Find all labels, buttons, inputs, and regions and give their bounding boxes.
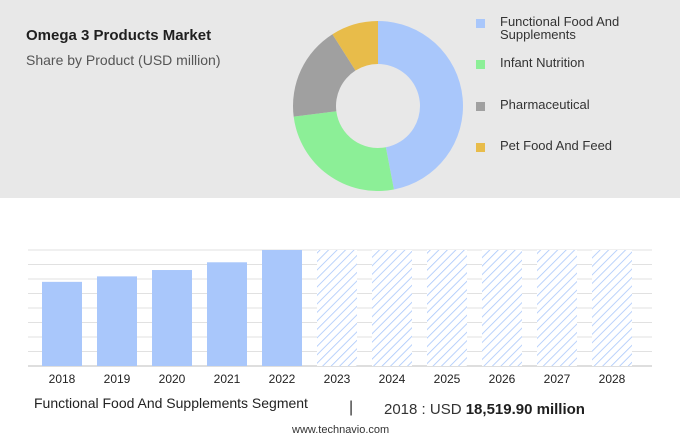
segment-stat: 2018 : USD 18,519.90 million [384, 401, 585, 418]
forecast-bar-2028 [592, 250, 632, 366]
x-tick-label: 2027 [544, 372, 571, 386]
forecast-bar-2024 [372, 250, 412, 366]
bar-2021 [207, 262, 247, 366]
forecast-bar-2023 [317, 250, 357, 366]
x-tick-label: 2020 [159, 372, 186, 386]
legend-label: Infant Nutrition [500, 55, 585, 70]
legend-label: Pharmaceutical [500, 97, 590, 112]
x-tick-label: 2026 [489, 372, 516, 386]
donut-chart [293, 21, 463, 191]
bar-2019 [97, 276, 137, 366]
forecast-bar-2025 [427, 250, 467, 366]
bar-2020 [152, 270, 192, 366]
donut-slice-infant-nutrition [293, 111, 394, 191]
divider: | [349, 399, 354, 416]
legend-swatch [476, 102, 485, 111]
legend-label: Functional Food And Supplements [500, 14, 620, 42]
donut-slice-functional-food-and-supplements [378, 21, 463, 190]
forecast-bar-2026 [482, 250, 522, 366]
x-tick-label: 2019 [104, 372, 131, 386]
segment-name: Functional Food And Supplements Segment [34, 395, 308, 411]
summary-panel: Omega 3 Products Market Share by Product… [0, 0, 680, 198]
chart-subtitle: Share by Product (USD million) [26, 52, 221, 68]
chart-title: Omega 3 Products Market [26, 27, 212, 44]
x-tick-label: 2025 [434, 372, 461, 386]
donut-slice-pet-food-and-feed [332, 21, 378, 71]
bar-2018 [42, 281, 82, 366]
legend-swatch [476, 19, 485, 28]
legend-swatch [476, 60, 485, 69]
forecast-bar-2027 [537, 250, 577, 366]
source-link[interactable]: www.technavio.com [292, 424, 390, 436]
x-tick-label: 2018 [49, 372, 76, 386]
x-tick-label: 2024 [379, 372, 406, 386]
legend-swatch [476, 143, 485, 152]
stat-value: 18,519.90 million [465, 401, 585, 418]
x-tick-label: 2022 [269, 372, 296, 386]
donut-slice-pharmaceutical [293, 34, 356, 117]
stat-prefix: 2018 : USD [384, 401, 462, 418]
x-tick-label: 2023 [324, 372, 351, 386]
legend-label: Pet Food And Feed [500, 138, 613, 153]
x-tick-label: 2028 [599, 372, 626, 386]
x-tick-label: 2021 [214, 372, 241, 386]
bar-2022 [262, 250, 302, 366]
bar-chart: 2018 2019 2020 2021 2022 2023 2024 2025 2026 2027… [28, 249, 652, 386]
